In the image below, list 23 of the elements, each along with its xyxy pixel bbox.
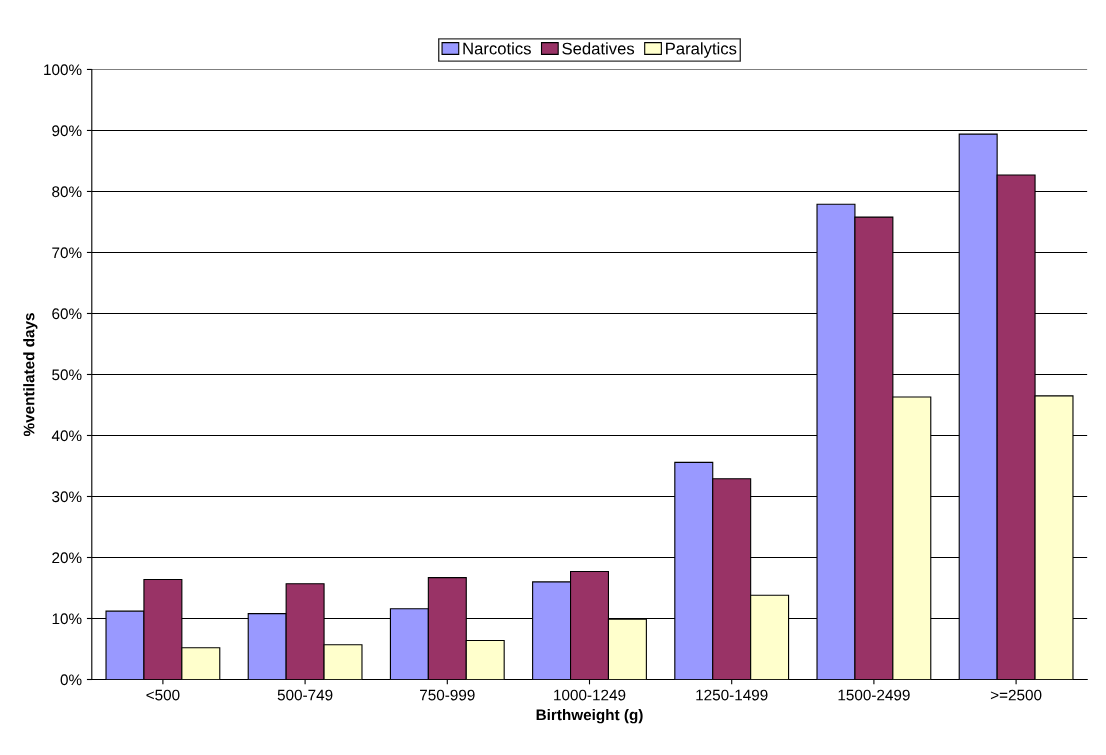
y-axis-title: %ventilated days	[23, 313, 38, 437]
y-tick-label: 60%	[52, 308, 82, 320]
legend-label: Paralytics	[666, 42, 737, 58]
y-tick-label: 20%	[52, 552, 82, 564]
x-tick-label: 500-749	[277, 689, 333, 701]
y-tick-label: 0%	[60, 674, 82, 686]
x-tick-label: >=2500	[990, 689, 1042, 701]
x-tick-label: 750-999	[420, 689, 475, 701]
x-tick-label: 1000-1249	[554, 689, 626, 701]
y-tick-label: 50%	[52, 369, 82, 381]
x-axis-title: Birthweight (g)	[536, 709, 643, 724]
y-tick-label: 70%	[52, 247, 82, 259]
x-tick-label: 1500-2499	[838, 689, 910, 701]
x-tick-label: <500	[146, 689, 180, 701]
y-tick-label: 30%	[52, 491, 82, 503]
legend-label: Sedatives	[562, 42, 635, 55]
y-tick-label: 10%	[52, 613, 82, 625]
y-tick-label: 80%	[52, 186, 82, 198]
legend-label: Narcotics	[463, 42, 531, 55]
x-tick-label: 1250-1499	[696, 689, 768, 701]
y-tick-label: 40%	[51, 430, 82, 442]
y-tick-label: 100%	[44, 64, 82, 76]
y-tick-label: 90%	[52, 125, 82, 137]
